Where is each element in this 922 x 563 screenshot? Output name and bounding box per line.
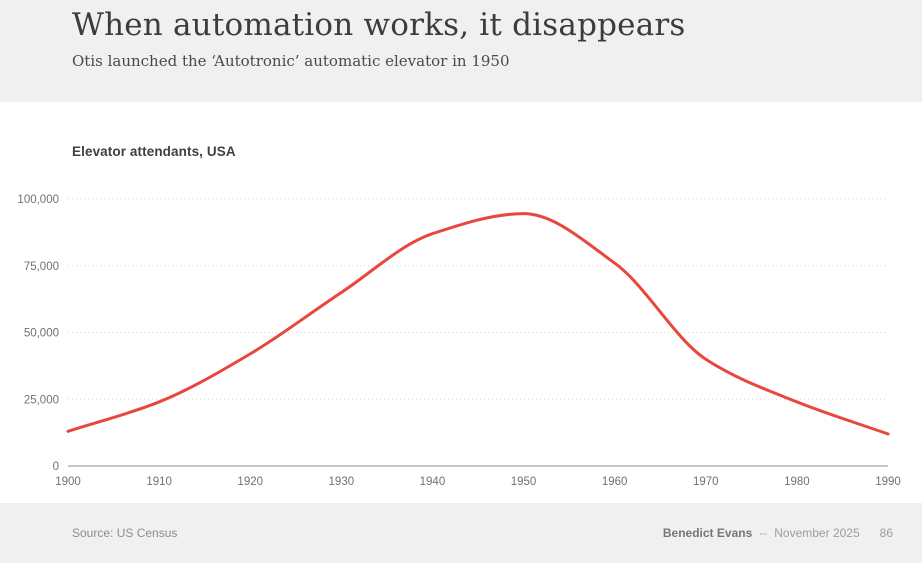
y-axis-label: 100,000 [17,194,59,206]
slide-subtitle: Otis launched the ‘Autotronic’ automatic… [72,52,510,70]
slide-header: When automation works, it disappears Oti… [0,0,922,102]
source-note: Source: US Census [72,526,178,540]
x-axis-label: 1960 [602,476,628,488]
footer-credits: Benedict Evans -- November 2025 86 [663,526,893,540]
author-name: Benedict Evans [662,526,753,540]
y-axis-label: 25,000 [24,394,59,406]
slide-title: When automation works, it disappears [72,7,686,43]
footer-date: November 2025 [774,526,860,540]
x-axis-label: 1940 [420,476,446,488]
x-axis-label: 1910 [146,476,172,488]
data-series-line [66,212,890,436]
page-number: 86 [879,526,893,540]
slide-footer: Source: US Census Benedict Evans -- Nove… [0,503,922,563]
x-axis-label: 1970 [693,476,719,488]
x-axis-label: 1900 [55,476,81,488]
x-axis-label: 1920 [237,476,263,488]
y-axis-label: 0 [53,461,59,473]
x-axis-label: 1950 [511,476,537,488]
chart-title: Elevator attendants, USA [72,144,236,159]
y-axis-label: 50,000 [24,328,59,340]
footer-separator: -- [759,526,768,540]
y-axis-label: 75,000 [24,261,59,273]
x-axis-label: 1930 [329,476,355,488]
x-axis-label: 1980 [784,476,810,488]
x-axis-label: 1990 [875,476,901,488]
